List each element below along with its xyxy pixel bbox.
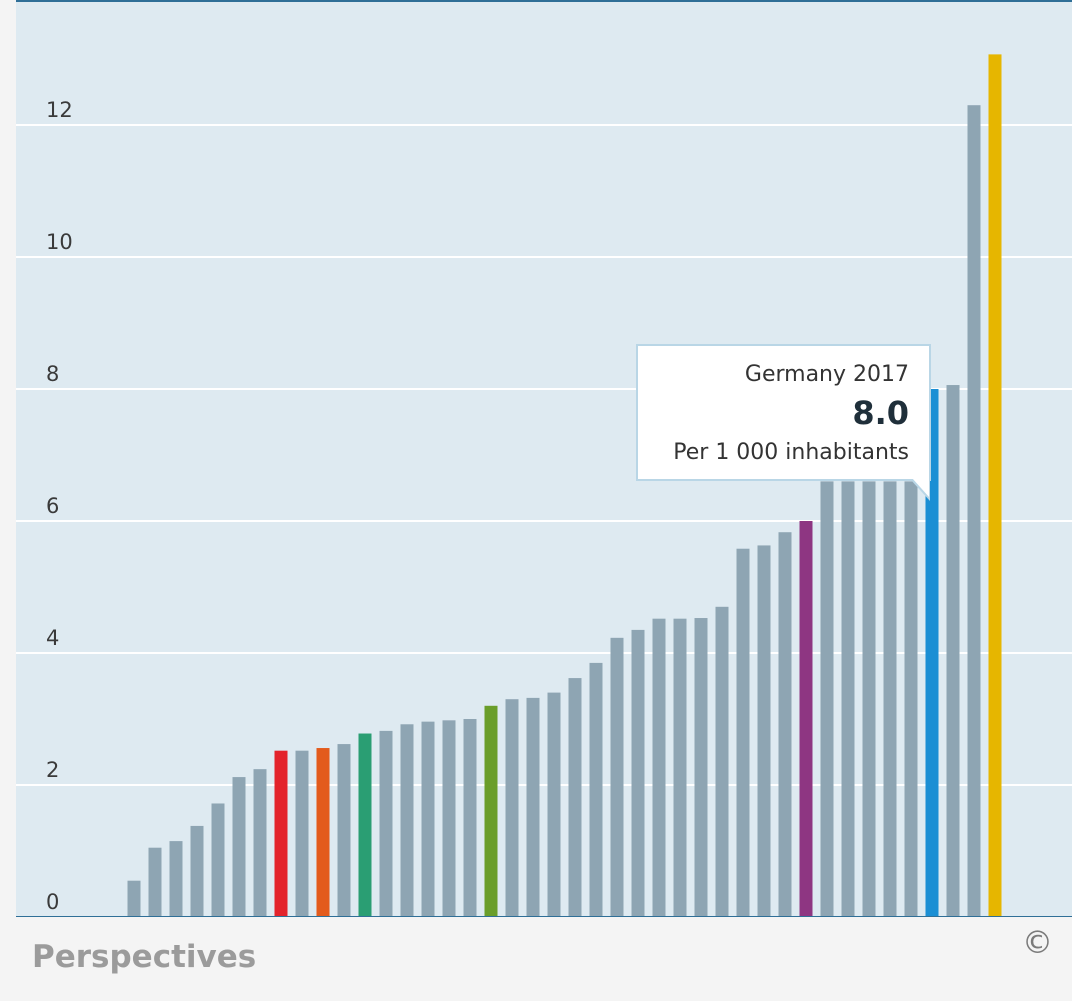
bar[interactable] xyxy=(400,724,414,917)
y-tick-label: 6 xyxy=(46,494,59,518)
bar[interactable] xyxy=(253,769,267,917)
bar[interactable] xyxy=(673,618,687,917)
bar[interactable] xyxy=(946,385,960,917)
y-axis-tick-labels: 0 2 4 6 8 10 12 xyxy=(46,98,73,914)
bar[interactable] xyxy=(379,730,393,917)
tooltip-pointer-fill xyxy=(912,478,929,497)
y-tick-label: 0 xyxy=(46,890,59,914)
bar[interactable] xyxy=(484,705,498,917)
bar[interactable] xyxy=(127,880,141,917)
copyright-icon[interactable]: © xyxy=(1022,925,1053,961)
bar[interactable] xyxy=(967,105,981,917)
bar[interactable] xyxy=(316,748,330,917)
tooltip-label: Germany 2017 xyxy=(744,362,909,387)
bar[interactable] xyxy=(610,637,624,917)
bar[interactable] xyxy=(442,720,456,917)
bar[interactable] xyxy=(211,803,225,917)
bar[interactable] xyxy=(904,481,918,917)
bar[interactable] xyxy=(778,532,792,917)
bar[interactable] xyxy=(190,825,204,917)
tooltip-value: 8.0 xyxy=(852,394,909,432)
footer-brand-title: Perspectives xyxy=(32,939,257,975)
bar[interactable] xyxy=(421,721,435,917)
bar[interactable] xyxy=(883,481,897,917)
bar[interactable] xyxy=(715,606,729,917)
bar[interactable] xyxy=(358,733,372,917)
bar[interactable] xyxy=(505,699,519,917)
bar[interactable] xyxy=(169,841,183,917)
tooltip: Germany 2017 8.0 Per 1 000 inhabitants xyxy=(636,344,931,481)
bar[interactable] xyxy=(799,521,813,917)
bar[interactable] xyxy=(463,719,477,917)
bar[interactable] xyxy=(631,629,645,917)
bar[interactable] xyxy=(337,744,351,917)
bar[interactable] xyxy=(820,481,834,917)
bar[interactable] xyxy=(736,548,750,917)
bar[interactable] xyxy=(694,618,708,917)
y-tick-label: 4 xyxy=(46,626,59,650)
bar[interactable] xyxy=(295,750,309,917)
bar[interactable] xyxy=(841,481,855,917)
y-tick-label: 10 xyxy=(46,230,73,254)
bar[interactable] xyxy=(652,618,666,917)
bar[interactable] xyxy=(988,54,1002,917)
footer: Perspectives © xyxy=(0,917,1072,1001)
bar[interactable] xyxy=(148,847,162,917)
y-tick-label: 12 xyxy=(46,98,73,122)
bar[interactable] xyxy=(589,662,603,917)
bar[interactable] xyxy=(274,750,288,917)
bar[interactable] xyxy=(925,389,939,917)
bar-chart: 0 2 4 6 8 10 12 xyxy=(16,54,1072,918)
bar[interactable] xyxy=(568,678,582,917)
bar[interactable] xyxy=(757,545,771,917)
bar[interactable] xyxy=(547,692,561,917)
bar[interactable] xyxy=(862,481,876,917)
bar[interactable] xyxy=(526,697,540,917)
tooltip-unit: Per 1 000 inhabitants xyxy=(673,440,909,465)
bars xyxy=(127,54,1002,917)
y-tick-label: 8 xyxy=(46,362,59,386)
bar[interactable] xyxy=(232,777,246,917)
y-tick-label: 2 xyxy=(46,758,59,782)
